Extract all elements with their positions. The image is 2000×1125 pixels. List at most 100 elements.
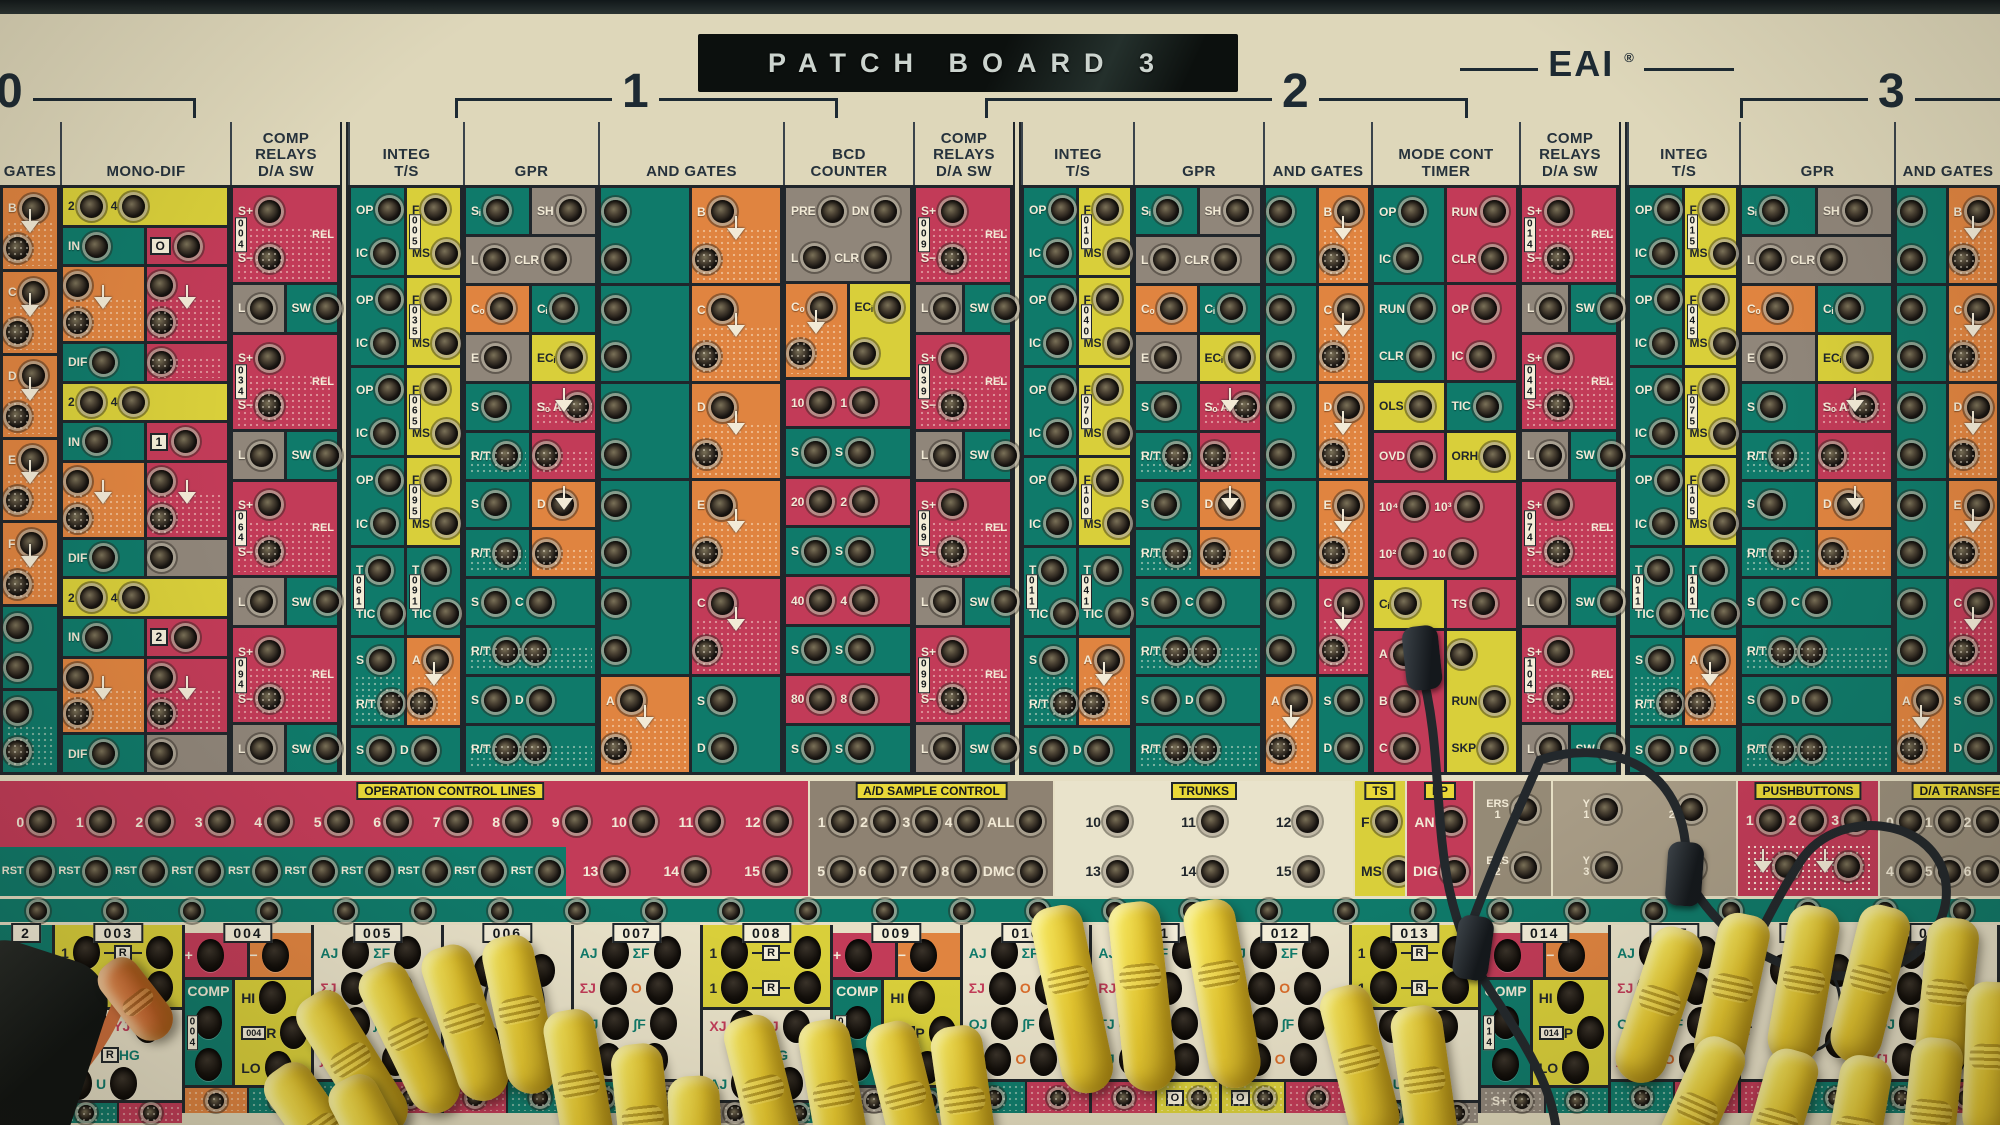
patch-hole[interactable] (933, 296, 957, 320)
patch-hole[interactable] (1846, 346, 1870, 370)
patch-hole[interactable] (809, 295, 833, 319)
patch-hole[interactable] (1449, 642, 1473, 666)
patch-hole[interactable] (1294, 971, 1322, 1005)
patch-hole[interactable] (698, 810, 722, 834)
patch-hole[interactable] (1492, 1047, 1520, 1081)
patch-hole[interactable] (176, 234, 200, 258)
patch-hole[interactable] (710, 689, 734, 713)
patch-hole[interactable] (1547, 687, 1571, 711)
patch-hole[interactable] (1194, 639, 1218, 663)
patch-hole[interactable] (6, 572, 29, 596)
patch-hole[interactable] (435, 421, 458, 445)
patch-hole[interactable] (1414, 901, 1433, 920)
patch-hole[interactable] (1657, 288, 1681, 312)
patch-hole[interactable] (695, 541, 718, 565)
patch-hole[interactable] (603, 859, 627, 883)
patch-hole[interactable] (537, 859, 561, 883)
patch-hole[interactable] (794, 936, 822, 969)
patch-hole[interactable] (254, 859, 278, 883)
patch-hole[interactable] (149, 702, 173, 726)
patch-hole[interactable] (933, 737, 957, 761)
patch-hole[interactable] (1214, 248, 1238, 272)
patch-hole[interactable] (1408, 344, 1432, 368)
patch-hole[interactable] (79, 194, 103, 218)
patch-hole[interactable] (1233, 395, 1257, 419)
black-patch-plug[interactable] (1400, 624, 1444, 692)
patch-hole[interactable] (910, 938, 938, 972)
patch-hole[interactable] (1712, 421, 1736, 445)
patch-hole[interactable] (604, 247, 627, 271)
patch-hole[interactable] (207, 1092, 224, 1109)
patch-hole[interactable] (369, 648, 393, 672)
patch-hole[interactable] (149, 665, 173, 689)
patch-hole[interactable] (695, 638, 718, 662)
patch-hole[interactable] (369, 738, 393, 762)
patch-hole[interactable] (695, 247, 718, 271)
patch-hole[interactable] (524, 639, 548, 663)
patch-hole[interactable] (258, 246, 282, 270)
patch-hole[interactable] (1296, 859, 1320, 883)
patch-hole[interactable] (1599, 590, 1623, 614)
patch-hole[interactable] (424, 468, 448, 492)
patch-hole[interactable] (21, 280, 45, 304)
patch-hole[interactable] (489, 297, 513, 321)
patch-hole[interactable] (567, 901, 586, 920)
patch-hole[interactable] (66, 311, 89, 335)
patch-hole[interactable] (1539, 443, 1563, 467)
patch-hole[interactable] (6, 699, 29, 723)
patch-hole[interactable] (1439, 810, 1463, 834)
patch-hole[interactable] (1967, 200, 1991, 224)
patch-hole[interactable] (1269, 443, 1292, 467)
patch-hole[interactable] (1321, 443, 1345, 467)
patch-hole[interactable] (1701, 378, 1725, 402)
patch-hole[interactable] (174, 625, 198, 649)
patch-hole[interactable] (941, 687, 965, 711)
patch-hole[interactable] (1644, 901, 1663, 920)
patch-hole[interactable] (1599, 296, 1623, 320)
patch-hole[interactable] (258, 640, 282, 664)
patch-hole[interactable] (1106, 512, 1130, 536)
patch-hole[interactable] (1701, 468, 1725, 492)
patch-hole[interactable] (804, 539, 828, 563)
patch-hole[interactable] (1248, 971, 1276, 1005)
patch-hole[interactable] (957, 810, 981, 834)
patch-hole[interactable] (145, 936, 173, 969)
patch-hole[interactable] (1760, 346, 1784, 370)
patch-hole[interactable] (258, 540, 282, 564)
patch-hole[interactable] (1337, 200, 1361, 224)
patch-hole[interactable] (1159, 297, 1183, 321)
patch-hole[interactable] (1539, 590, 1563, 614)
patch-hole[interactable] (560, 346, 584, 370)
patch-hole[interactable] (1042, 738, 1066, 762)
patch-hole[interactable] (1898, 859, 1922, 883)
patch-hole[interactable] (174, 430, 198, 454)
patch-hole[interactable] (1900, 541, 1923, 565)
patch-hole[interactable] (1482, 689, 1506, 713)
patch-hole[interactable] (599, 971, 627, 1005)
patch-hole[interactable] (1019, 810, 1043, 834)
patch-hole[interactable] (604, 200, 627, 224)
patch-hole[interactable] (315, 296, 339, 320)
patch-hole[interactable] (764, 859, 788, 883)
patch-hole[interactable] (1392, 736, 1416, 760)
patch-hole[interactable] (1648, 738, 1672, 762)
patch-hole[interactable] (1095, 198, 1119, 222)
patch-hole[interactable] (425, 648, 449, 672)
patch-hole[interactable] (1951, 345, 1975, 369)
patch-hole[interactable] (544, 248, 568, 272)
patch-hole[interactable] (604, 638, 627, 662)
patch-hole[interactable] (1269, 541, 1292, 565)
patch-hole[interactable] (122, 194, 146, 218)
patch-hole[interactable] (92, 742, 116, 766)
patch-hole[interactable] (378, 378, 402, 402)
patch-hole[interactable] (483, 248, 507, 272)
patch-hole[interactable] (1051, 378, 1075, 402)
patch-hole[interactable] (368, 859, 392, 883)
patch-hole[interactable] (1115, 1089, 1132, 1106)
patch-hole[interactable] (684, 859, 708, 883)
patch-hole[interactable] (1657, 468, 1681, 492)
patch-hole[interactable] (21, 196, 45, 220)
patch-hole[interactable] (820, 199, 844, 223)
patch-hole[interactable] (258, 199, 282, 223)
patch-hole[interactable] (933, 590, 957, 614)
